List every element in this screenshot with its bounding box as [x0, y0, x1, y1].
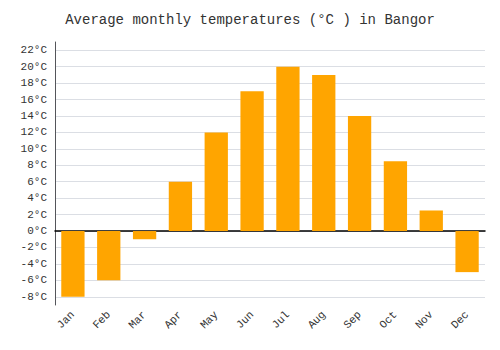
svg-text:-2°C: -2°C: [21, 241, 48, 253]
svg-text:Dec: Dec: [449, 309, 471, 331]
svg-text:6°C: 6°C: [27, 176, 47, 188]
svg-text:14°C: 14°C: [21, 110, 48, 122]
svg-text:Mar: Mar: [126, 309, 148, 331]
svg-text:Oct: Oct: [377, 309, 399, 331]
svg-text:-8°C: -8°C: [21, 291, 48, 303]
svg-text:May: May: [198, 308, 221, 331]
svg-text:-6°C: -6°C: [21, 274, 48, 286]
svg-text:22°C: 22°C: [21, 44, 48, 56]
svg-text:10°C: 10°C: [21, 143, 48, 155]
svg-text:8°C: 8°C: [27, 159, 47, 171]
svg-text:18°C: 18°C: [21, 77, 48, 89]
svg-text:-4°C: -4°C: [21, 258, 48, 270]
svg-text:Average monthly temperatures (: Average monthly temperatures (°C ) in Ba…: [65, 12, 435, 28]
svg-text:20°C: 20°C: [21, 61, 48, 73]
svg-text:0°C: 0°C: [27, 225, 47, 237]
svg-text:2°C: 2°C: [27, 209, 47, 221]
svg-text:Jun: Jun: [234, 309, 256, 331]
svg-text:Aug: Aug: [306, 309, 328, 331]
svg-text:4°C: 4°C: [27, 192, 47, 204]
svg-text:Jan: Jan: [55, 309, 77, 331]
svg-text:Nov: Nov: [413, 308, 436, 331]
svg-text:Apr: Apr: [162, 309, 184, 331]
svg-text:Feb: Feb: [91, 309, 113, 331]
svg-text:Jul: Jul: [270, 309, 292, 331]
svg-text:12°C: 12°C: [21, 126, 48, 138]
svg-text:Sep: Sep: [341, 309, 363, 331]
svg-text:16°C: 16°C: [21, 94, 48, 106]
